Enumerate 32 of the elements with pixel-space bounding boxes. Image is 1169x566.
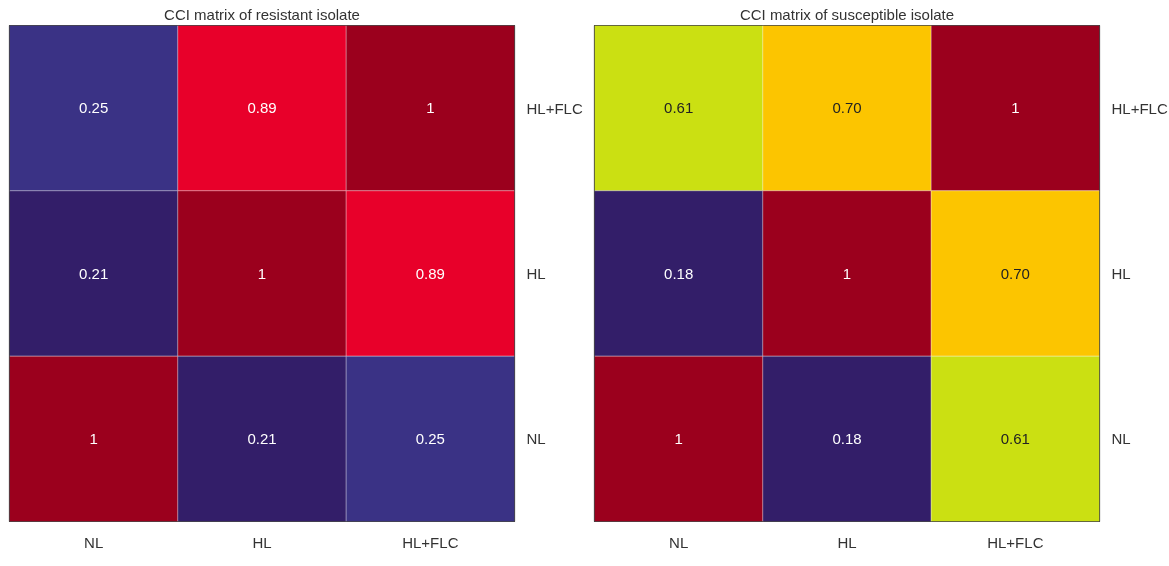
data-label: 0.25: [79, 99, 109, 117]
data-label: 1: [89, 429, 98, 447]
data-label: 1: [1011, 99, 1020, 117]
data-label: 0.18: [832, 429, 862, 447]
data-label: 0.70: [1000, 264, 1030, 282]
data-label: 0.18: [664, 264, 694, 282]
data-label: 0.61: [664, 99, 694, 117]
data-label: 1: [842, 264, 852, 282]
y-tick-label: HL+FLC: [526, 99, 583, 117]
chart-title: CCI matrix of susceptible isolate: [739, 5, 955, 23]
y-tick-label: HL+FLC: [1111, 99, 1168, 117]
data-label: 0.89: [247, 99, 277, 117]
chart-title: CCI matrix of resistant isolate: [164, 5, 360, 23]
data-label: 0.89: [415, 264, 445, 282]
data-label: 0.25: [415, 429, 445, 447]
y-tick-label: HL: [1111, 265, 1131, 282]
data-label: 0.70: [832, 99, 862, 117]
data-label: 1: [426, 99, 435, 117]
y-tick-label: HL: [526, 265, 546, 282]
x-tick-label: HL: [837, 533, 857, 551]
y-tick-label: NL: [1111, 430, 1131, 448]
x-tick-label: NL: [669, 533, 689, 551]
data-label: 1: [674, 429, 683, 447]
data-label: 0.61: [1000, 429, 1030, 447]
x-tick-label: NL: [84, 533, 104, 551]
data-label: 1: [257, 264, 267, 282]
y-tick-label: NL: [526, 430, 546, 448]
x-tick-label: HL+FLC: [987, 533, 1044, 551]
data-label: 0.21: [247, 429, 277, 447]
x-tick-label: HL: [252, 533, 272, 551]
data-label: 0.21: [79, 264, 109, 282]
x-tick-label: HL+FLC: [402, 533, 459, 551]
